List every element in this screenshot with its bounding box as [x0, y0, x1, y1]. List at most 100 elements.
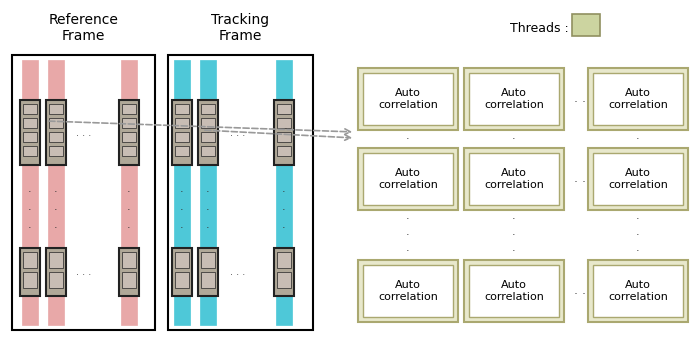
Bar [122, 146, 136, 156]
Bar [469, 265, 559, 317]
Bar [122, 132, 136, 142]
Bar [175, 118, 189, 128]
Text: Auto
correlation: Auto correlation [608, 88, 668, 110]
Text: ·
·
·: · · · [54, 187, 58, 233]
Bar [175, 104, 189, 114]
Bar [363, 73, 453, 125]
Bar [277, 252, 291, 268]
Bar [363, 265, 453, 317]
Text: . . .: . . . [574, 172, 594, 185]
Bar [201, 272, 215, 288]
Text: ·
·
·: · · · [206, 187, 210, 233]
Text: ·
·
·: · · · [512, 118, 515, 160]
Text: ·
·
·: · · · [636, 118, 640, 160]
Text: ·
·
·: · · · [180, 187, 184, 233]
Text: Auto
correlation: Auto correlation [608, 280, 668, 302]
Bar [49, 146, 63, 156]
Bar [201, 146, 215, 156]
Bar [201, 118, 215, 128]
Bar [277, 132, 291, 142]
Bar [469, 73, 559, 125]
Bar [23, 146, 37, 156]
Bar [593, 153, 683, 205]
Text: Auto
correlation: Auto correlation [484, 88, 544, 110]
Bar [363, 153, 453, 205]
Bar [22, 60, 38, 325]
Text: Reference
Frame: Reference Frame [48, 13, 118, 43]
Bar [274, 100, 294, 165]
Bar [46, 248, 66, 296]
Bar [121, 60, 137, 325]
Bar [23, 104, 37, 114]
Bar [122, 252, 136, 268]
Bar [175, 272, 189, 288]
Text: . . .: . . . [230, 128, 245, 138]
Bar [175, 146, 189, 156]
Text: ·
·
·: · · · [282, 187, 286, 233]
Bar [201, 252, 215, 268]
Bar [201, 132, 215, 142]
Bar [175, 252, 189, 268]
Bar [119, 100, 139, 165]
Bar [572, 14, 600, 36]
Bar [23, 118, 37, 128]
Text: ·
·
·: · · · [512, 214, 515, 256]
Bar [122, 104, 136, 114]
Bar [49, 118, 63, 128]
Bar [198, 100, 218, 165]
Text: ·
·
·: · · · [636, 214, 640, 256]
Text: . . .: . . . [77, 267, 92, 277]
Bar [358, 260, 458, 322]
Bar [20, 248, 40, 296]
Text: ·
·
·: · · · [127, 187, 131, 233]
Text: . . .: . . . [230, 267, 245, 277]
Bar [464, 148, 564, 210]
Text: ·
·
·: · · · [406, 118, 410, 160]
Bar [122, 272, 136, 288]
Bar [464, 68, 564, 130]
Bar [274, 248, 294, 296]
Bar [49, 132, 63, 142]
Bar [49, 104, 63, 114]
Text: Tracking
Frame: Tracking Frame [211, 13, 269, 43]
Bar [593, 73, 683, 125]
Bar [469, 153, 559, 205]
Bar [49, 272, 63, 288]
Bar [200, 60, 216, 325]
Bar [119, 248, 139, 296]
Bar [277, 272, 291, 288]
Text: Auto
correlation: Auto correlation [608, 168, 668, 190]
Bar [593, 265, 683, 317]
Bar [358, 68, 458, 130]
Text: Threads :: Threads : [510, 22, 573, 35]
Bar [588, 68, 688, 130]
Bar [588, 148, 688, 210]
Bar [174, 60, 190, 325]
Text: Auto
correlation: Auto correlation [378, 88, 438, 110]
Bar [172, 248, 192, 296]
Text: Auto
correlation: Auto correlation [484, 280, 544, 302]
Bar [277, 146, 291, 156]
Bar [46, 100, 66, 165]
Bar [358, 148, 458, 210]
Text: . . .: . . . [77, 128, 92, 138]
Bar [23, 252, 37, 268]
Text: . . .: . . . [574, 285, 594, 298]
Bar [277, 104, 291, 114]
Text: Auto
correlation: Auto correlation [378, 280, 438, 302]
Bar [49, 252, 63, 268]
Bar [276, 60, 292, 325]
Bar [198, 248, 218, 296]
Bar [122, 118, 136, 128]
Bar [172, 100, 192, 165]
Bar [12, 55, 155, 330]
Bar [168, 55, 313, 330]
Text: Auto
correlation: Auto correlation [484, 168, 544, 190]
Bar [48, 60, 64, 325]
Text: . . .: . . . [574, 92, 594, 105]
Text: Auto
correlation: Auto correlation [378, 168, 438, 190]
Bar [277, 118, 291, 128]
Bar [588, 260, 688, 322]
Text: ·
·
·: · · · [28, 187, 32, 233]
Bar [23, 272, 37, 288]
